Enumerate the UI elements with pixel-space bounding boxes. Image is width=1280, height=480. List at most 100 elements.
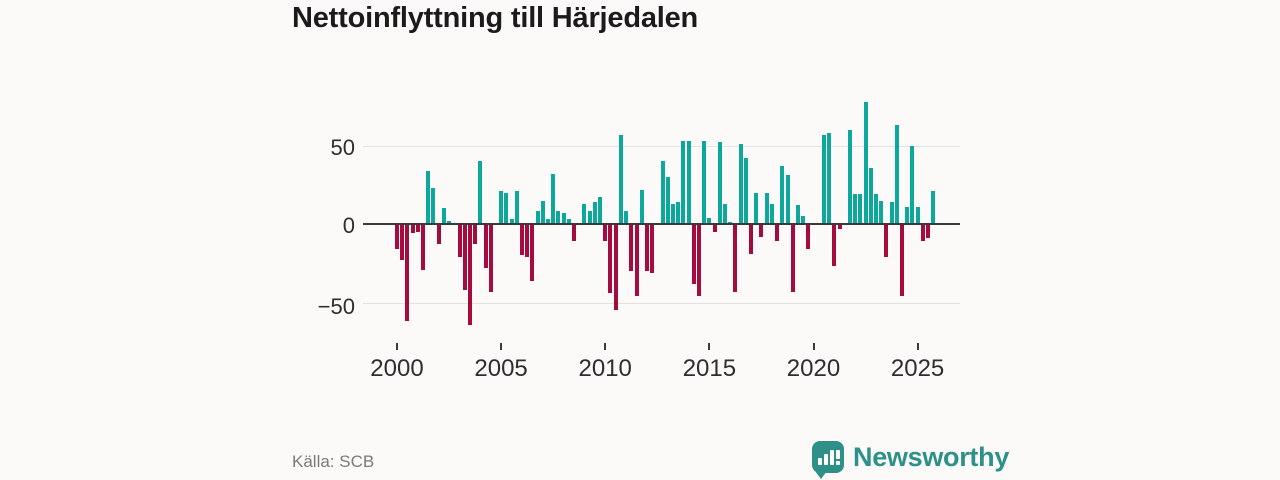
x-axis-label-2020: 2020: [786, 355, 841, 382]
bar-negative: [691, 224, 696, 284]
bar-positive: [504, 192, 509, 224]
logo-wordmark: Newsworthy: [853, 441, 1010, 472]
bar-positive: [509, 219, 514, 224]
bar-negative: [603, 224, 608, 242]
bar-positive: [681, 140, 686, 224]
bar-positive: [780, 165, 785, 224]
bar-positive: [847, 129, 852, 224]
bar-positive: [915, 206, 920, 224]
bar-positive: [863, 101, 868, 224]
bar-negative: [696, 224, 701, 297]
bar-negative: [644, 224, 649, 272]
bar-positive: [670, 203, 675, 224]
x-axis-label-2005: 2005: [474, 355, 528, 382]
bar-negative: [837, 224, 842, 229]
bar-negative: [519, 224, 524, 256]
bar-positive: [660, 161, 665, 224]
x-axis-tick-2015: [708, 343, 711, 350]
bar-negative: [395, 224, 399, 250]
bar-negative: [613, 224, 618, 311]
bar-negative: [488, 224, 493, 292]
bar-positive: [879, 200, 884, 225]
bar-positive: [686, 140, 691, 224]
bar-negative: [473, 224, 478, 245]
newsworthy-logo: Newsworthy: [812, 441, 1010, 479]
bar-negative: [421, 224, 425, 270]
bar-positive: [426, 170, 431, 224]
zero-axis-line: [363, 223, 960, 225]
x-axis-tick-2020: [812, 343, 815, 350]
bar-positive: [910, 145, 915, 224]
bar-positive: [665, 176, 670, 224]
plot-area: 2000 2005 2010 2015 2020 2025: [363, 85, 963, 382]
bar-negative: [483, 224, 488, 268]
bar-positive: [707, 217, 712, 224]
bar-positive: [853, 194, 858, 224]
bar-positive: [535, 211, 540, 224]
bar-negative: [634, 224, 639, 297]
bar-positive: [795, 205, 800, 224]
bar-chart-speech-bubble-icon: [812, 441, 844, 479]
bar-positive: [556, 211, 561, 224]
bar-negative: [415, 224, 420, 232]
gridline-50: [363, 145, 960, 147]
x-axis-tick-2025: [916, 343, 919, 350]
bar-positive: [624, 211, 629, 224]
bar-positive: [561, 213, 566, 224]
bar-positive: [618, 134, 623, 224]
chart-title: Nettoinflyttning till Härjedalen: [292, 2, 699, 34]
bar-positive: [738, 143, 743, 224]
x-axis-label-2015: 2015: [682, 355, 737, 382]
bar-positive: [821, 134, 826, 224]
y-axis-label-50: 50: [330, 135, 355, 160]
bar-positive: [702, 140, 707, 224]
bar-positive: [566, 219, 571, 224]
bar-positive: [905, 206, 910, 224]
x-axis-tick-2005: [500, 343, 503, 350]
bar-positive: [447, 220, 452, 224]
bar-negative: [436, 224, 441, 245]
bar-negative: [759, 224, 764, 237]
bar-positive: [676, 202, 681, 224]
bar-positive: [587, 211, 592, 224]
bar-negative: [410, 224, 415, 234]
bar-positive: [598, 197, 602, 224]
bar-negative: [884, 224, 889, 257]
bar-negative: [467, 224, 472, 325]
x-axis-label-2000: 2000: [370, 355, 424, 382]
bar-positive: [514, 191, 519, 224]
bar-positive: [441, 208, 446, 224]
bar-positive: [540, 200, 545, 225]
bar-negative: [832, 224, 837, 267]
bar-negative: [400, 224, 405, 261]
bar-positive: [764, 192, 769, 224]
x-axis-label-2025: 2025: [890, 355, 945, 382]
bar-negative: [806, 224, 811, 250]
bar-positive: [639, 189, 644, 224]
bar-positive: [858, 194, 863, 224]
bar-negative: [530, 224, 535, 281]
bar-positive: [785, 175, 790, 224]
bar-positive: [551, 173, 556, 224]
bar-negative: [650, 224, 655, 273]
bar-negative: [712, 224, 717, 232]
bar-negative: [926, 224, 930, 239]
bar-positive: [894, 125, 899, 224]
bar-positive: [931, 191, 936, 224]
bar-negative: [629, 224, 634, 272]
bar-positive: [431, 187, 436, 224]
bar-positive: [868, 167, 873, 224]
bar-positive: [546, 219, 550, 224]
x-axis-tick-2000: [396, 343, 398, 350]
bar-positive: [827, 132, 832, 224]
bar-positive: [754, 192, 759, 224]
bar-positive: [592, 202, 597, 224]
bar-negative: [900, 224, 904, 297]
bar-positive: [478, 161, 483, 224]
y-axis-label-minus50: −50: [317, 294, 355, 319]
bar-positive: [889, 202, 894, 224]
bar-negative: [525, 224, 530, 257]
x-axis-label-2010: 2010: [578, 355, 632, 382]
bar-negative: [405, 224, 410, 322]
bar-positive: [499, 191, 504, 224]
